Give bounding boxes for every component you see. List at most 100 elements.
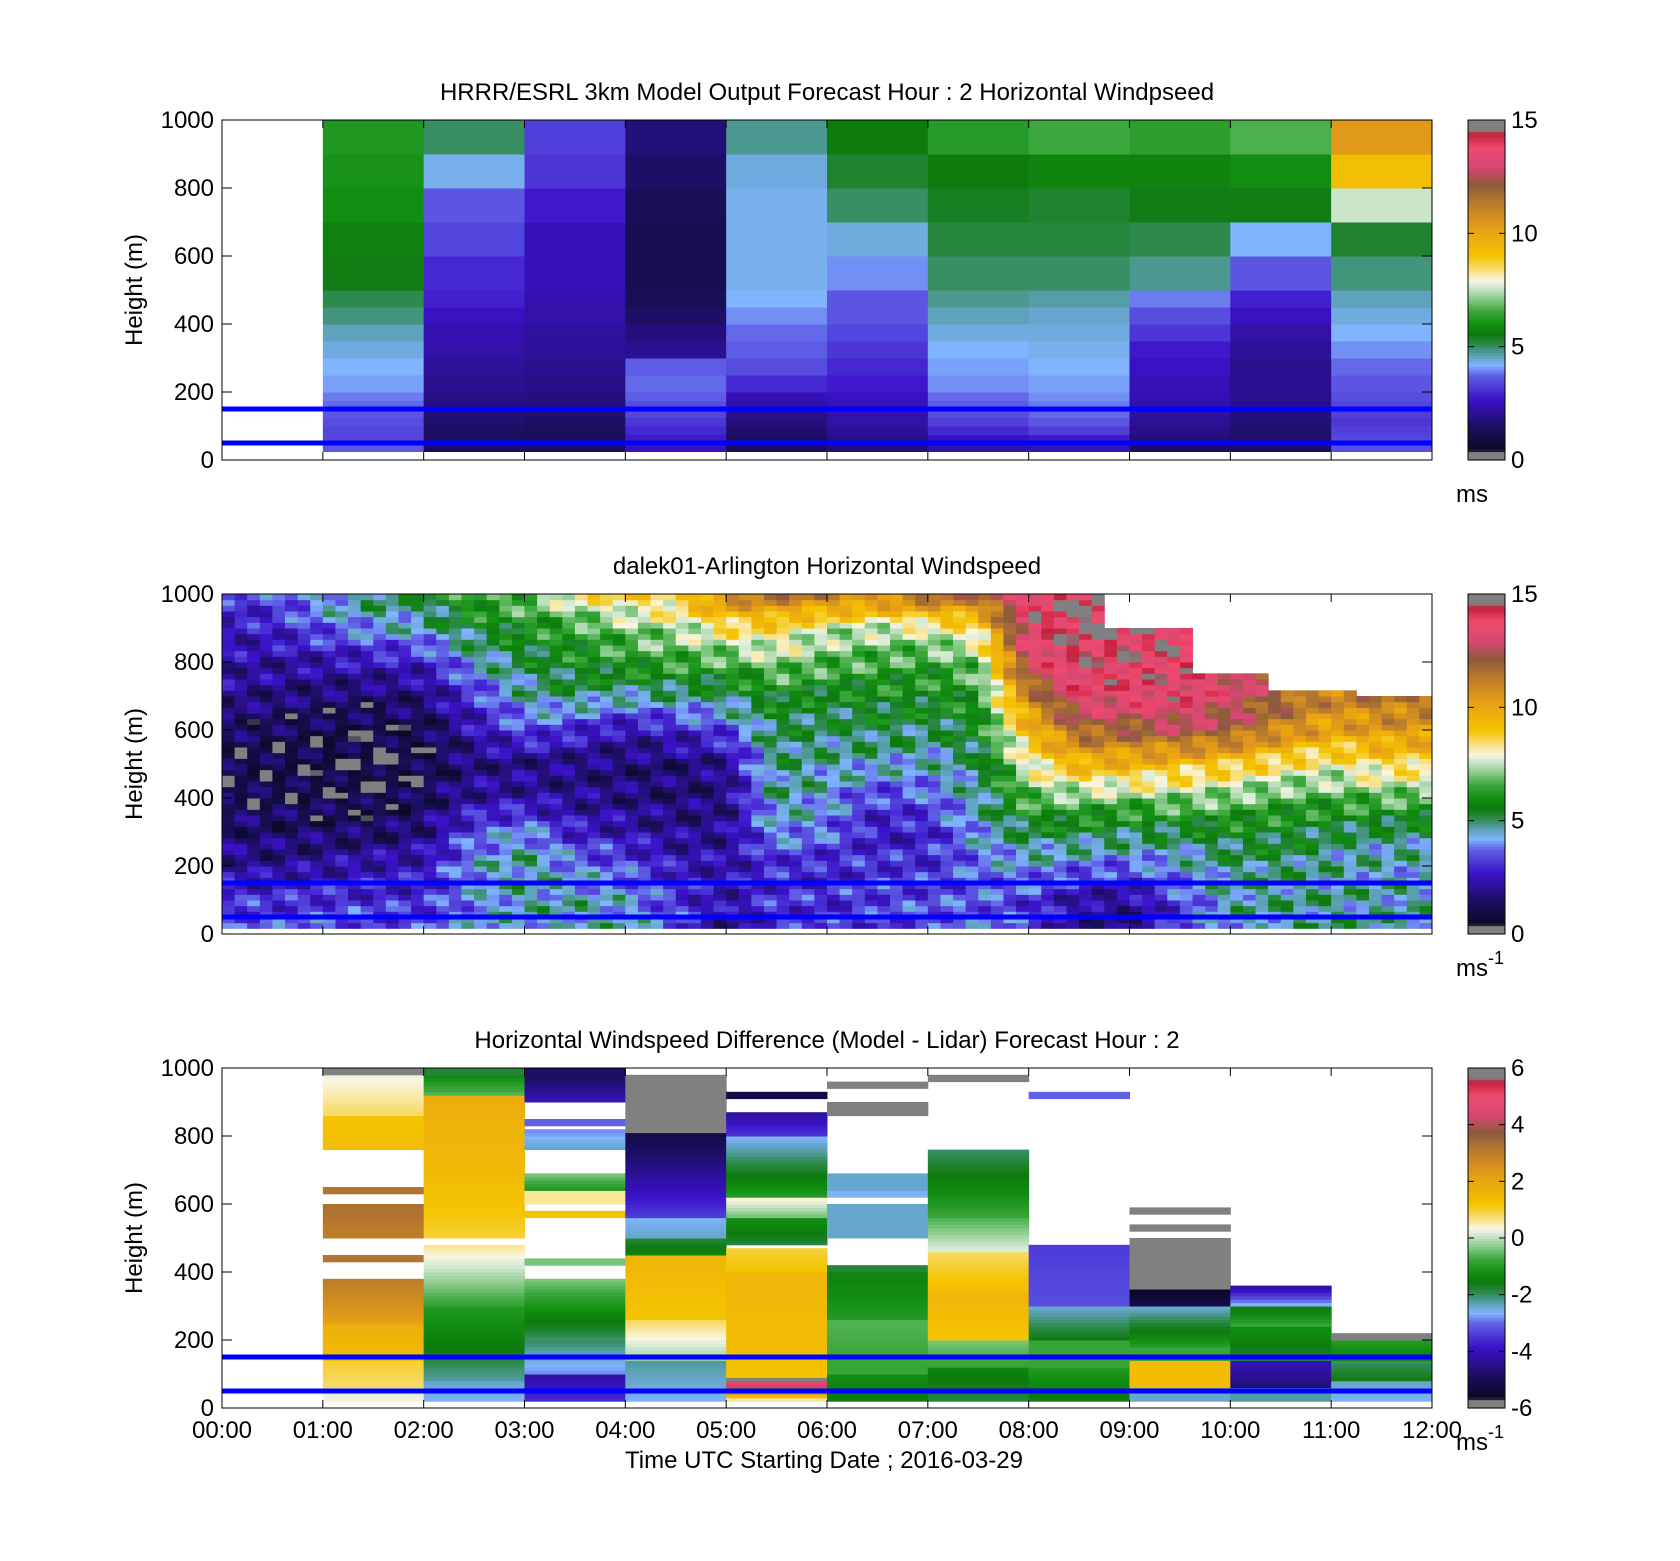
lidar-cell — [285, 679, 299, 686]
model-cell — [1129, 409, 1231, 418]
lidar-cell — [1167, 866, 1181, 873]
lidar-cell — [1154, 769, 1168, 776]
lidar-cell — [675, 871, 689, 878]
lidar-cell — [650, 900, 664, 907]
lidar-cell — [839, 843, 853, 850]
lidar-cell — [864, 843, 878, 850]
lidar-cell — [360, 820, 374, 827]
lidar-cell — [839, 650, 853, 657]
lidar-cell — [499, 747, 513, 754]
lidar-cell — [1091, 645, 1105, 652]
lidar-cell — [953, 860, 967, 867]
lidar-cell — [1154, 803, 1168, 810]
lidar-cell — [965, 905, 979, 912]
lidar-cell — [915, 724, 929, 731]
lidar-cell — [1192, 798, 1206, 805]
lidar-cell — [688, 594, 702, 601]
lidar-cell — [1016, 843, 1030, 850]
lidar-cell — [1003, 905, 1017, 912]
lidar-cell — [423, 883, 437, 890]
lidar-cell — [310, 764, 324, 771]
lidar-cell — [953, 673, 967, 680]
lidar-cell — [738, 707, 752, 714]
lidar-cell — [1217, 905, 1231, 912]
lidar-cell — [751, 656, 765, 663]
lidar-cell — [650, 667, 664, 674]
lidar-cell — [1041, 843, 1055, 850]
lidar-cell — [1129, 673, 1143, 680]
lidar-cell — [663, 786, 677, 793]
lidar-cell — [411, 820, 425, 827]
colorbar-segment — [1468, 295, 1505, 300]
lidar-cell — [360, 633, 374, 640]
lidar-cell — [1028, 854, 1042, 861]
lidar-cell — [537, 707, 551, 714]
lidar-cell — [726, 684, 740, 691]
lidar-cell — [297, 662, 311, 669]
lidar-cell — [827, 684, 841, 691]
lidar-cell — [272, 837, 286, 844]
lidar-cell — [222, 667, 236, 674]
lidar-cell — [663, 741, 677, 748]
lidar-cell — [953, 803, 967, 810]
lidar-cell — [1142, 905, 1156, 912]
lidar-cell — [965, 820, 979, 827]
lidar-cell — [474, 690, 488, 697]
lidar-cell — [902, 673, 916, 680]
lidar-cell — [348, 684, 362, 691]
lidar-cell — [537, 696, 551, 703]
lidar-cell — [1003, 820, 1017, 827]
lidar-cell — [751, 866, 765, 873]
lidar-cell — [1104, 905, 1118, 912]
lidar-cell — [411, 684, 425, 691]
lidar-cell — [310, 758, 324, 765]
lidar-cell — [587, 911, 601, 918]
lidar-cell — [511, 667, 525, 674]
lidar-cell — [688, 900, 702, 907]
lidar-cell — [776, 741, 790, 748]
lidar-cell — [965, 690, 979, 697]
lidar-cell — [978, 707, 992, 714]
lidar-cell — [247, 679, 261, 686]
lidar-cell — [587, 690, 601, 697]
lidar-cell — [965, 718, 979, 725]
lidar-cell — [335, 639, 349, 646]
lidar-cell — [1129, 809, 1143, 816]
lidar-cell — [285, 667, 299, 674]
lidar-cell — [335, 905, 349, 912]
lidar-cell — [234, 650, 248, 657]
lidar-cell — [259, 894, 273, 901]
lidar-cell — [776, 662, 790, 669]
lidar-cell — [965, 917, 979, 924]
colorbar-segment — [1468, 363, 1505, 368]
model-cell — [827, 154, 929, 189]
lidar-cell — [234, 905, 248, 912]
lidar-cell — [1016, 662, 1030, 669]
lidar-cell — [789, 707, 803, 714]
lidar-cell — [448, 718, 462, 725]
lidar-cell — [297, 639, 311, 646]
lidar-cell — [335, 599, 349, 606]
lidar-cell — [877, 667, 891, 674]
lidar-cell — [801, 764, 815, 771]
lidar-cell — [1154, 764, 1168, 771]
lidar-cell — [1041, 922, 1055, 929]
lidar-cell — [562, 798, 576, 805]
lidar-cell — [852, 900, 866, 907]
model-cell — [423, 409, 525, 418]
lidar-cell — [285, 781, 299, 788]
lidar-cell — [259, 633, 273, 640]
lidar-cell — [1016, 803, 1030, 810]
lidar-cell — [990, 843, 1004, 850]
lidar-cell — [1066, 747, 1080, 754]
lidar-cell — [335, 605, 349, 612]
lidar-cell — [700, 798, 715, 805]
lidar-cell — [234, 645, 248, 652]
lidar-cell — [789, 866, 803, 873]
lidar-cell — [587, 769, 601, 776]
lidar-cell — [562, 628, 576, 635]
lidar-cell — [524, 871, 538, 878]
lidar-cell — [222, 854, 236, 861]
lidar-cell — [436, 837, 450, 844]
lidar-cell — [1053, 673, 1067, 680]
